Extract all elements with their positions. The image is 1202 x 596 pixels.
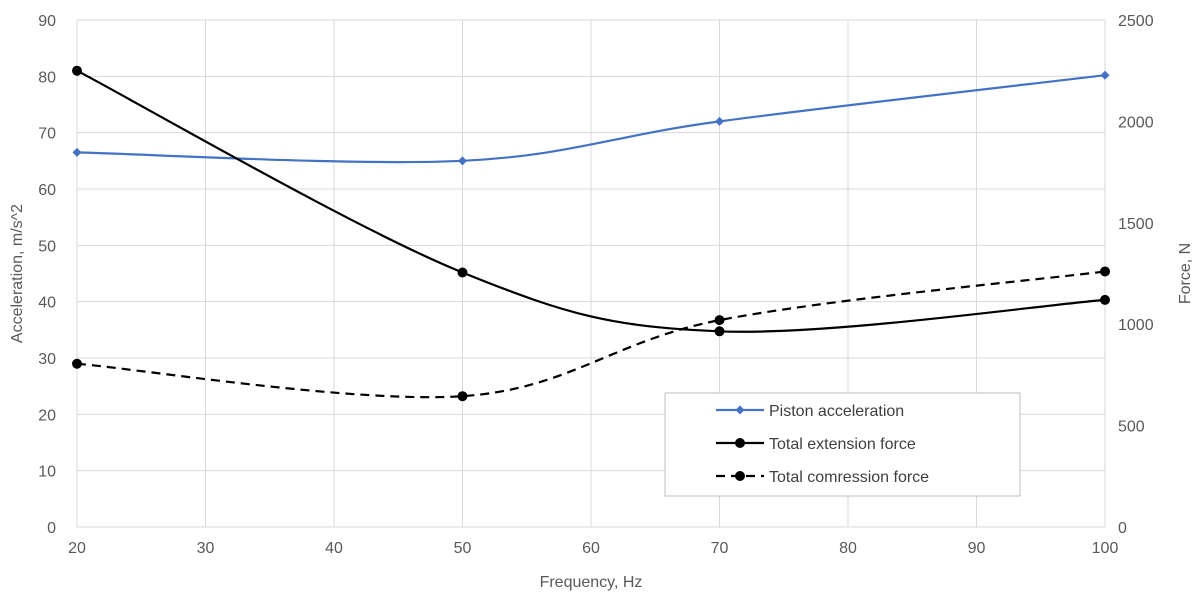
- total-comression-force-point: [714, 315, 725, 326]
- y-left-tick-label: 30: [38, 351, 56, 368]
- piston-acceleration-point: [1100, 70, 1110, 80]
- total-extension-force-point: [714, 326, 725, 337]
- y-left-tick-label: 70: [38, 126, 56, 143]
- x-tick-label: 100: [1092, 540, 1119, 557]
- y-left-axis-title: Acceleration, m/s^2: [9, 204, 26, 343]
- y-left-tick-label: 90: [38, 13, 56, 30]
- y-right-tick-label: 2000: [1118, 114, 1154, 131]
- legend-label: Total extension force: [769, 436, 916, 453]
- piston-acceleration-line: [76, 74, 1106, 164]
- legend-label: Piston acceleration: [769, 403, 904, 420]
- legend-swatch-marker: [735, 405, 745, 415]
- x-tick-label: 60: [582, 540, 600, 557]
- piston-acceleration-point: [458, 156, 467, 166]
- y-left-tick-label: 0: [47, 520, 56, 537]
- piston-acceleration-point: [715, 116, 724, 126]
- x-tick-label: 50: [454, 540, 472, 557]
- x-tick-label: 40: [325, 540, 343, 557]
- x-tick-label: 70: [711, 540, 729, 557]
- legend-swatch-marker: [735, 471, 745, 481]
- y-right-tick-label: 1500: [1118, 216, 1154, 233]
- x-tick-label: 90: [968, 540, 986, 557]
- y-left-tick-label: 20: [38, 407, 56, 424]
- y-left-tick-label: 40: [38, 295, 56, 312]
- series: [72, 65, 1110, 402]
- x-tick-label: 80: [839, 540, 857, 557]
- total-extension-force-line: [76, 69, 1106, 333]
- legend-swatch-marker: [735, 438, 745, 448]
- total-comression-force-point: [457, 391, 468, 402]
- y-left-tick-label: 80: [38, 69, 56, 86]
- total-comression-force-point: [72, 358, 82, 369]
- y-right-axis-title: Force, N: [1177, 243, 1194, 304]
- legend-label: Total comression force: [769, 469, 929, 486]
- axes: 20 30 40 50 60 70 80 90 100010203040506070809005…: [9, 13, 1194, 591]
- total-extension-force-point: [1100, 294, 1110, 305]
- grid: [76, 19, 1106, 528]
- legend: Piston acceleration Total extension force…: [664, 392, 1021, 497]
- piston-acceleration-point: [72, 147, 82, 157]
- total-extension-force-point: [72, 65, 82, 76]
- y-right-tick-label: 500: [1118, 419, 1145, 436]
- total-comression-force-point: [1100, 266, 1110, 277]
- y-right-tick-label: 0: [1118, 520, 1127, 537]
- total-extension-force-point: [457, 267, 468, 278]
- y-left-tick-label: 60: [38, 182, 56, 199]
- x-axis-title: Frequency, Hz: [540, 574, 643, 591]
- y-right-tick-label: 2500: [1118, 13, 1154, 30]
- x-tick-label: 30: [197, 540, 215, 557]
- total-comression-force-line: [76, 270, 1106, 399]
- y-left-tick-label: 10: [38, 464, 56, 481]
- y-right-tick-label: 1000: [1118, 317, 1154, 334]
- y-left-tick-label: 50: [38, 238, 56, 255]
- x-tick-label: 20: [68, 540, 86, 557]
